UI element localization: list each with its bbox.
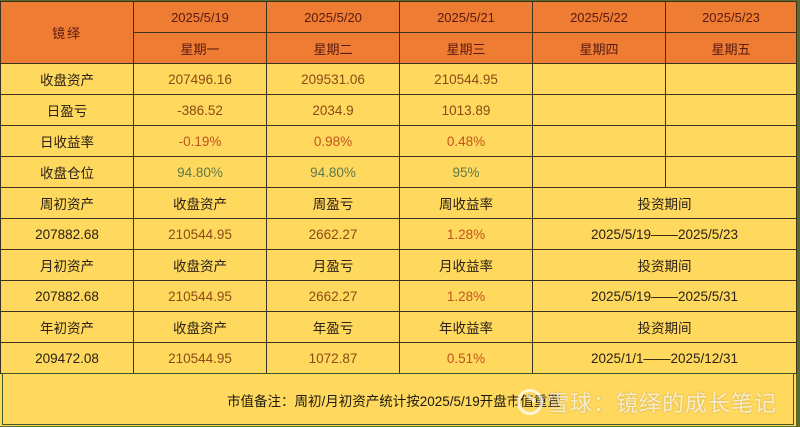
period: 2025/5/19——2025/5/23 [532, 218, 797, 250]
cell: 95% [399, 156, 533, 188]
close-assets: 210544.95 [133, 280, 267, 312]
yearly-summary-header-row: 年初资产 收盘资产 年盈亏 年收益率 投资期间 [0, 311, 797, 343]
summary-header: 年收益率 [399, 311, 533, 343]
cell: 1013.89 [399, 94, 533, 126]
monthly-summary-values-row: 207882.68 210544.95 2662.27 1.28% 2025/5… [0, 280, 797, 312]
summary-header: 月收益率 [399, 249, 533, 281]
cell [532, 63, 666, 95]
daily-table: 镜绎 2025/5/19 2025/5/20 2025/5/21 2025/5/… [0, 1, 797, 374]
snowball-logo-icon [517, 389, 543, 415]
pnl: 1072.87 [266, 342, 400, 374]
row-label: 收盘仓位 [0, 156, 134, 188]
cell: 210544.95 [399, 63, 533, 95]
weekday-header: 星期二 [266, 32, 400, 64]
position-row: 收盘仓位 94.80% 94.80% 95% [0, 156, 797, 188]
close-assets: 210544.95 [133, 342, 267, 374]
weekday-header-row: 星期一 星期二 星期三 星期四 星期五 [1, 32, 797, 64]
summary-header: 月盈亏 [266, 249, 400, 281]
weekly-summary-header-row: 周初资产 收盘资产 周盈亏 周收益率 投资期间 [0, 187, 797, 219]
cell: 94.80% [133, 156, 267, 188]
cell [532, 125, 666, 157]
row-label: 日收益率 [0, 125, 134, 157]
return-rate: 1.28% [399, 280, 533, 312]
weekday-header: 星期五 [665, 32, 797, 64]
summary-header: 周初资产 [0, 187, 134, 219]
date-header: 2025/5/20 [266, 1, 400, 33]
monthly-summary-header-row: 月初资产 收盘资产 月盈亏 月收益率 投资期间 [0, 249, 797, 281]
cell [665, 63, 797, 95]
daily-pnl-row: 日盈亏 -386.52 2034.9 1013.89 [0, 94, 797, 126]
cell: 209531.06 [266, 63, 400, 95]
cell: 207496.16 [133, 63, 267, 95]
cell [532, 94, 666, 126]
watermark: 雪球：镜绎的成长笔记 [517, 386, 777, 418]
period: 2025/5/19——2025/5/31 [532, 280, 797, 312]
cell: 0.48% [399, 125, 533, 157]
cell: 2034.9 [266, 94, 400, 126]
start-assets: 207882.68 [0, 280, 134, 312]
note-text: 市值备注：周初/月初资产统计按2025/5/19开盘市值重置 [227, 394, 561, 409]
cell: -386.52 [133, 94, 267, 126]
summary-header: 月初资产 [0, 249, 134, 281]
summary-header: 收盘资产 [133, 249, 267, 281]
daily-return-row: 日收益率 -0.19% 0.98% 0.48% [0, 125, 797, 157]
watermark-text: 雪球：镜绎的成长笔记 [547, 391, 778, 416]
return-rate: 0.51% [399, 342, 533, 374]
weekday-header: 星期四 [532, 32, 666, 64]
summary-header: 年盈亏 [266, 311, 400, 343]
summary-header: 投资期间 [532, 187, 797, 219]
summary-header: 投资期间 [532, 311, 797, 343]
return-rate: 1.28% [399, 218, 533, 250]
cell: -0.19% [133, 125, 267, 157]
weekly-summary-values-row: 207882.68 210544.95 2662.27 1.28% 2025/5… [0, 218, 797, 250]
weekday-header: 星期三 [399, 32, 533, 64]
pnl: 2662.27 [266, 218, 400, 250]
cell [665, 125, 797, 157]
date-header: 2025/5/22 [532, 1, 666, 33]
close-assets: 210544.95 [133, 218, 267, 250]
cell: 94.80% [266, 156, 400, 188]
date-header-row: 镜绎 2025/5/19 2025/5/20 2025/5/21 2025/5/… [0, 1, 797, 64]
cell: 0.98% [266, 125, 400, 157]
summary-header: 周收益率 [399, 187, 533, 219]
close-assets-row: 收盘资产 207496.16 209531.06 210544.95 [0, 63, 797, 95]
summary-header: 投资期间 [532, 249, 797, 281]
cell [532, 156, 666, 188]
note-box: 市值备注：周初/月初资产统计按2025/5/19开盘市值重置 雪球：镜绎的成长笔… [2, 373, 794, 425]
summary-header: 周盈亏 [266, 187, 400, 219]
pnl: 2662.27 [266, 280, 400, 312]
summary-header: 年初资产 [0, 311, 134, 343]
summary-header: 收盘资产 [133, 187, 267, 219]
date-header: 2025/5/23 [665, 1, 797, 33]
date-header: 2025/5/21 [399, 1, 533, 33]
date-header: 2025/5/19 [133, 1, 267, 33]
cell [665, 156, 797, 188]
summary-header: 收盘资产 [133, 311, 267, 343]
row-label: 日盈亏 [0, 94, 134, 126]
start-assets: 209472.08 [0, 342, 134, 374]
period: 2025/1/1——2025/12/31 [532, 342, 797, 374]
row-label: 收盘资产 [0, 63, 134, 95]
weekday-header: 星期一 [133, 32, 267, 64]
cell [665, 94, 797, 126]
brand-title: 镜绎 [0, 1, 134, 64]
start-assets: 207882.68 [0, 218, 134, 250]
yearly-summary-values-row: 209472.08 210544.95 1072.87 0.51% 2025/1… [0, 342, 797, 374]
